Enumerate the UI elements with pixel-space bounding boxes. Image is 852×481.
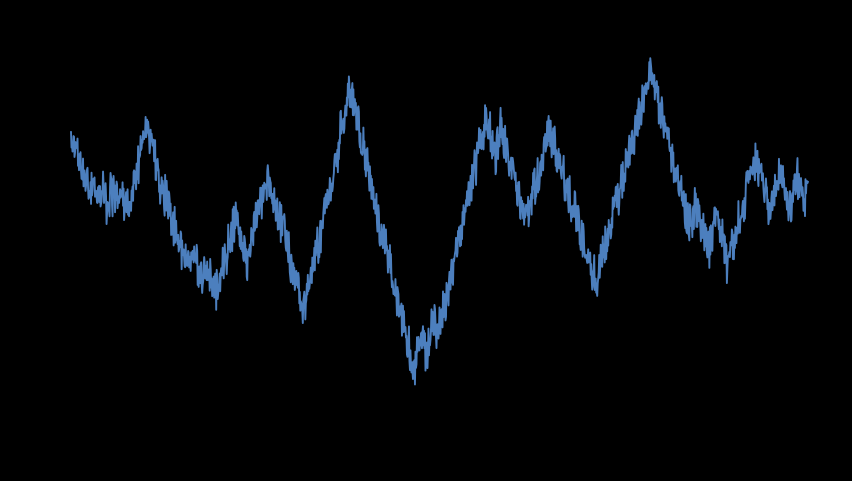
series-line-path	[70, 57, 809, 386]
